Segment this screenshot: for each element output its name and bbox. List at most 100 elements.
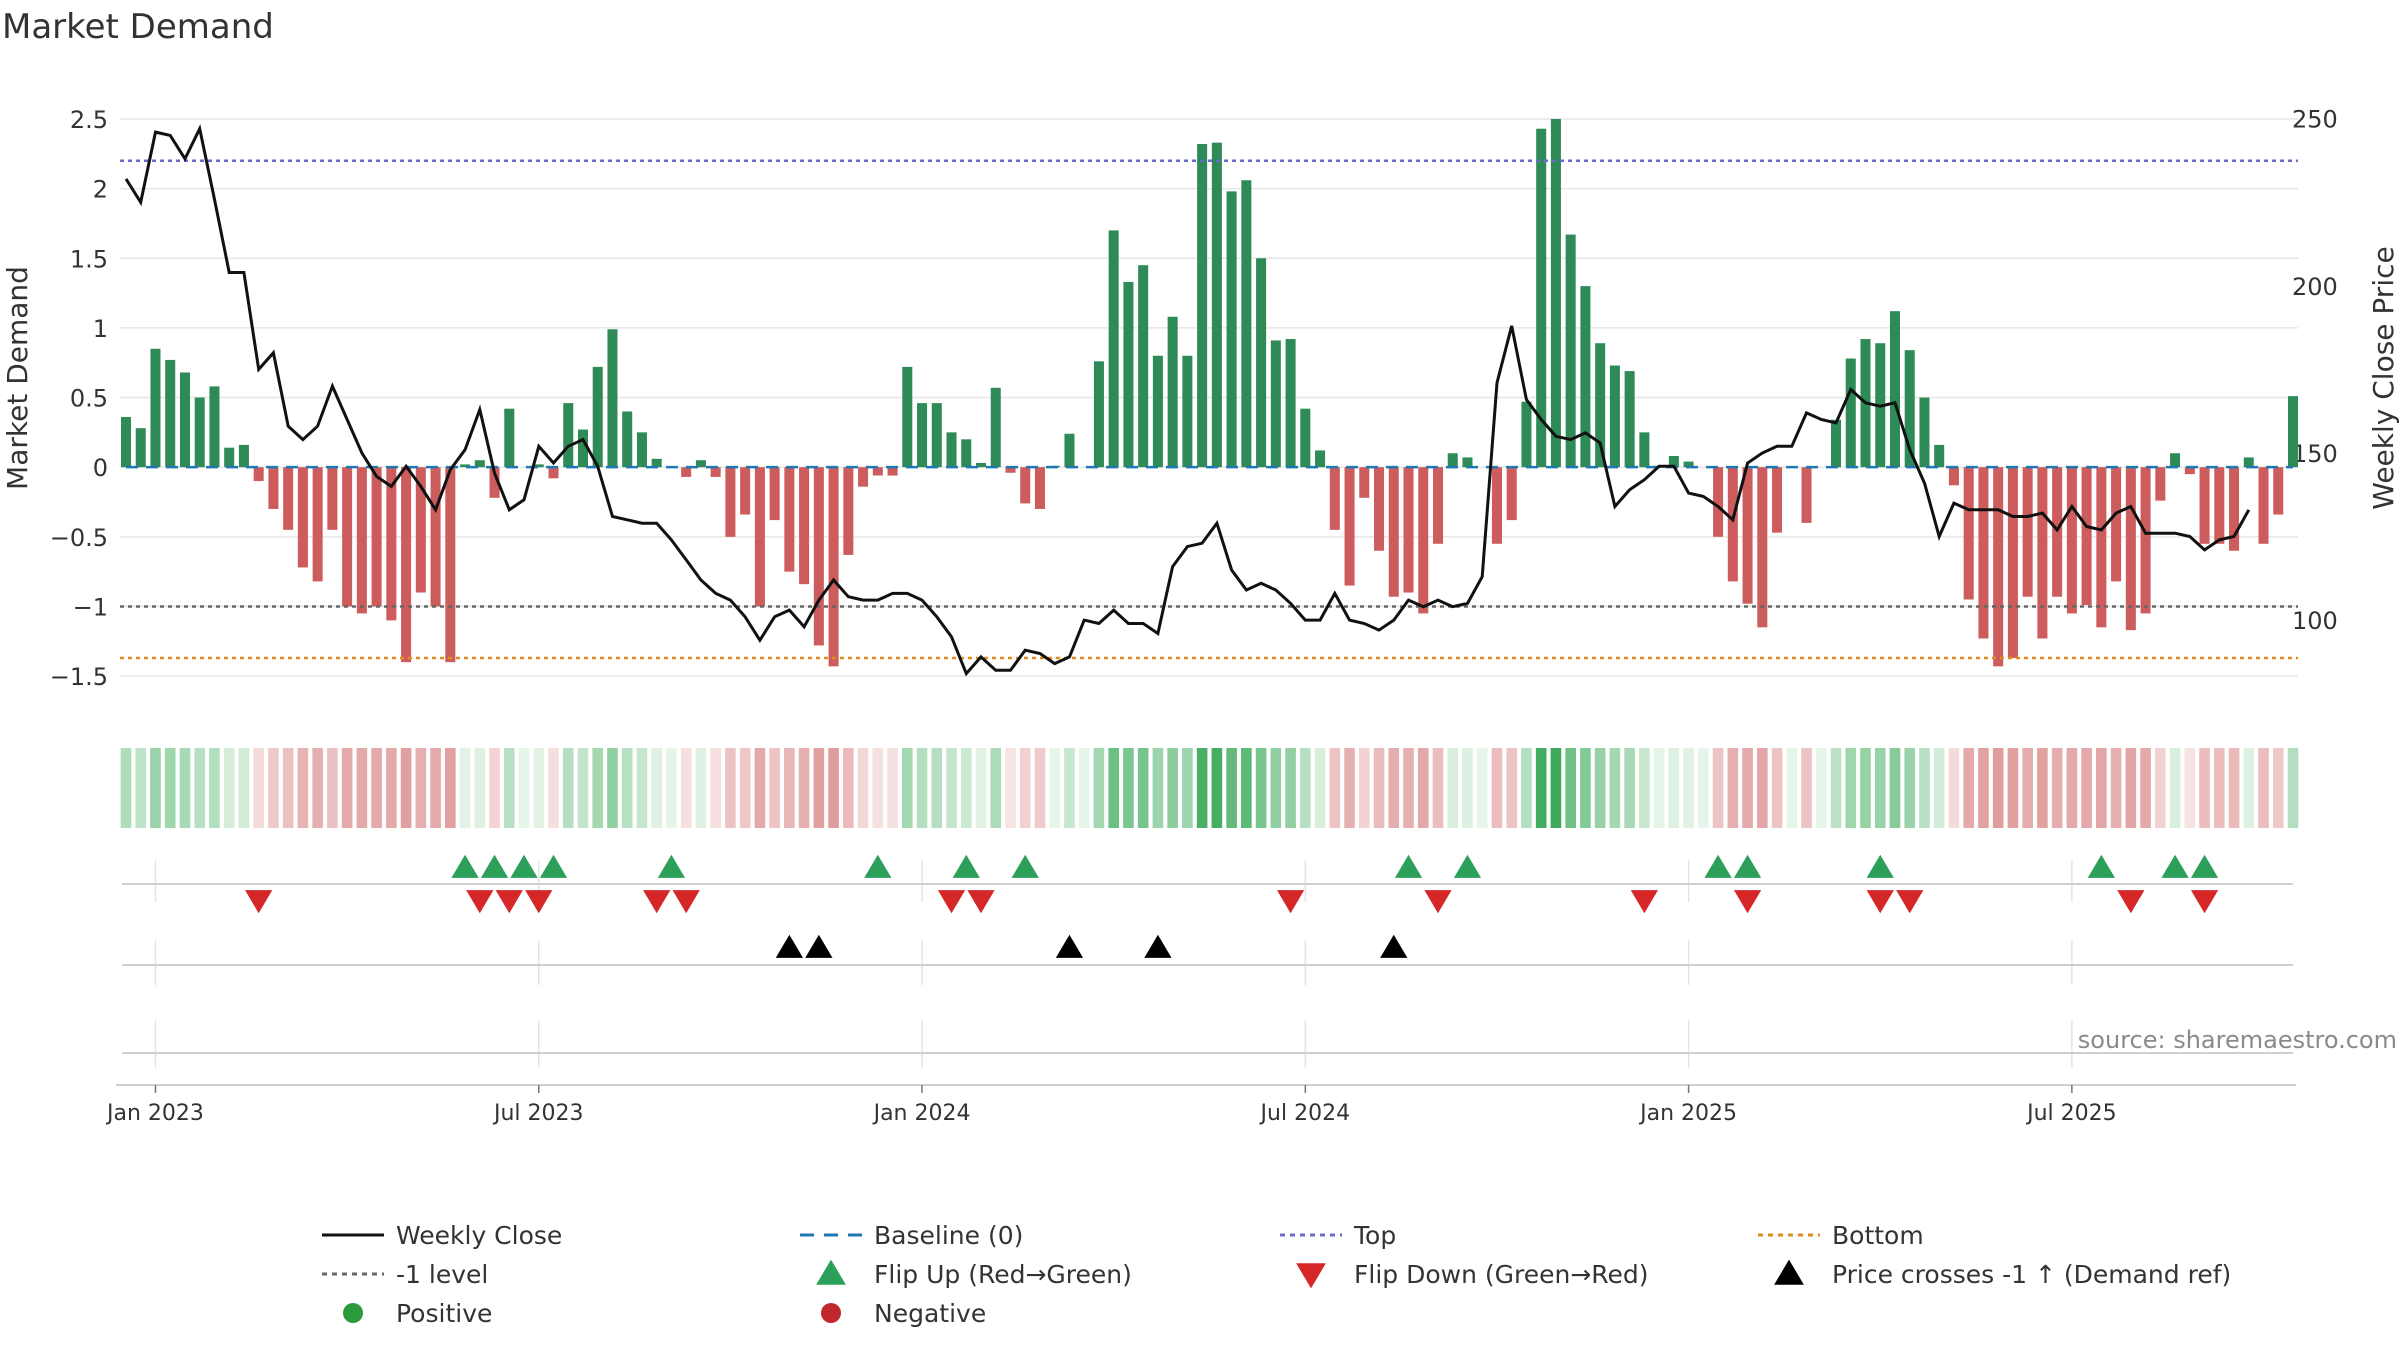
heat-cell: [1182, 748, 1193, 828]
heat-cell: [1845, 748, 1857, 828]
demand-bar-negative: [1432, 467, 1444, 544]
flip-up-marker: [480, 854, 509, 878]
bottom-panel: [122, 1020, 2293, 1068]
demand-bar-positive: [1093, 361, 1104, 468]
heat-cell: [2243, 748, 2255, 828]
demand-bar-negative: [1005, 467, 1016, 473]
y2-tick-labels: 250 200 150 100: [2292, 106, 2338, 635]
flip-up-marker: [1704, 854, 1732, 878]
demand-bar-negative: [2081, 467, 2092, 606]
demand-bar-negative: [327, 467, 338, 530]
demand-bar-positive: [120, 417, 132, 468]
heat-cell: [2140, 748, 2151, 828]
demand-bar-negative: [1742, 467, 1753, 604]
demand-bar-positive: [1683, 461, 1694, 468]
heat-cell: [1668, 748, 1680, 828]
demand-bar-negative: [268, 467, 279, 509]
heat-cell: [282, 748, 294, 828]
heat-cell: [548, 748, 559, 828]
heat-cell: [1506, 748, 1518, 828]
demand-bar-positive: [1595, 343, 1606, 468]
heat-cell: [651, 748, 663, 828]
heat-cell: [1948, 748, 1960, 828]
heat-cell: [1034, 748, 1046, 828]
heat-cell: [1255, 748, 1267, 828]
y2-tick-label: 100: [2292, 607, 2338, 635]
y-tick-label: −1.5: [50, 663, 108, 691]
demand-bar-positive: [1211, 142, 1222, 468]
demand-bar-negative: [401, 467, 412, 663]
heat-cell: [1683, 748, 1694, 828]
heat-cell: [1314, 748, 1326, 828]
level-lines: [120, 159, 2298, 660]
heat-cell: [1462, 748, 1473, 828]
heat-cell: [2258, 748, 2269, 828]
y-tick-label: 0.5: [70, 385, 108, 413]
demand-bar-negative: [2007, 467, 2018, 658]
legend-item-flip-down: Flip Down (Green→Red): [1296, 1260, 1649, 1289]
price-cross-marker: [1055, 934, 1084, 958]
demand-bar-positive: [165, 359, 176, 468]
demand-bar-negative: [2037, 467, 2048, 639]
heat-cell: [1167, 748, 1178, 828]
legend-label: Flip Down (Green→Red): [1354, 1260, 1649, 1289]
heat-cell: [1329, 748, 1341, 828]
heat-cell: [725, 748, 736, 828]
demand-bar-negative: [356, 467, 367, 614]
heat-cell: [2213, 748, 2225, 828]
heat-cell: [931, 748, 943, 828]
demand-bar-positive: [2170, 453, 2181, 468]
heat-cell: [887, 748, 898, 828]
heat-cell: [1860, 748, 1871, 828]
demand-bar-negative: [1403, 467, 1414, 593]
demand-bar-negative: [2066, 467, 2077, 614]
demand-bar-negative: [887, 467, 898, 476]
demand-bar-negative: [2022, 467, 2033, 597]
demand-bar-negative: [415, 467, 426, 593]
legend-item-top: Top: [1280, 1221, 1396, 1250]
demand-bar-positive: [931, 403, 942, 468]
heat-cell: [1594, 748, 1606, 828]
demand-bar-positive: [2287, 396, 2299, 468]
demand-bar-negative: [2229, 467, 2240, 551]
heat-cell: [1624, 748, 1635, 828]
demand-bar-negative: [813, 467, 824, 646]
heat-cell: [2110, 748, 2122, 828]
heat-cell: [739, 748, 751, 828]
demand-bar-positive: [1226, 191, 1237, 468]
demand-bar-positive: [1123, 281, 1134, 468]
legend: Weekly Close Baseline (0) Top Bottom -1 leve…: [322, 1221, 2231, 1328]
flip-down-marker: [1866, 890, 1894, 914]
heat-cell: [223, 748, 235, 828]
demand-bar-negative: [2214, 467, 2225, 544]
heat-cell: [400, 748, 412, 828]
price-cross-marker: [805, 934, 833, 958]
flip-down-marker: [967, 890, 995, 914]
flip-down-marker: [1276, 890, 1305, 914]
heat-cell: [1270, 748, 1282, 828]
demand-bar-positive: [2243, 457, 2254, 468]
heat-cell: [1241, 748, 1252, 828]
demand-bar-negative: [283, 467, 294, 530]
flip-up-marker: [2161, 854, 2189, 878]
demand-bar-negative: [828, 467, 839, 667]
legend-item-baseline: Baseline (0): [800, 1221, 1023, 1250]
heat-cell: [636, 748, 648, 828]
heat-cell: [209, 748, 220, 828]
heat-cell: [2022, 748, 2033, 828]
heat-cell: [1933, 748, 1945, 828]
flip-up-marker: [539, 854, 568, 878]
heat-cell: [2228, 748, 2240, 828]
demand-bar-negative: [371, 467, 382, 607]
demand-bar-negative: [1388, 467, 1399, 597]
price-cross-panel: [122, 934, 2293, 985]
demand-bar-negative: [2140, 467, 2151, 614]
heat-cell: [430, 748, 441, 828]
y-tick-label: −0.5: [50, 524, 108, 552]
price-cross-marker: [1144, 934, 1172, 958]
heat-cell: [2184, 748, 2196, 828]
heat-cell: [386, 748, 397, 828]
demand-bar-negative: [2273, 467, 2284, 515]
heat-cell: [1403, 748, 1414, 828]
demand-bar-negative: [2184, 467, 2195, 475]
